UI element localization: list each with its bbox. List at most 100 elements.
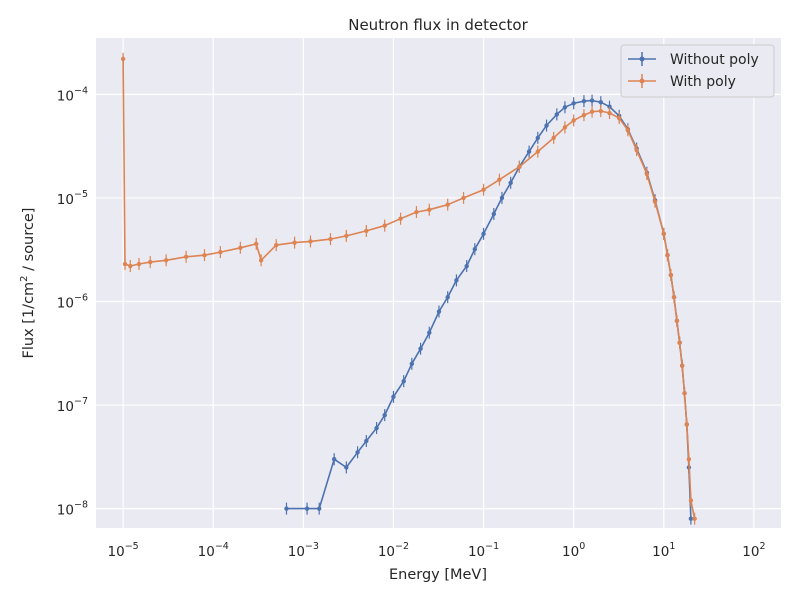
data-point-with-poly bbox=[535, 149, 541, 154]
data-point-without-poly bbox=[436, 309, 442, 314]
x-tick-labels: 10−5 10−4 10−3 10−2 10−1 100 101 102 bbox=[108, 541, 766, 560]
legend-marker-without-poly bbox=[639, 56, 645, 62]
data-point-with-poly bbox=[562, 125, 568, 130]
data-point-without-poly bbox=[598, 99, 603, 105]
data-point-with-poly bbox=[382, 223, 387, 228]
data-point-with-poly bbox=[688, 498, 694, 503]
data-point-with-poly bbox=[427, 207, 432, 212]
data-point-without-poly bbox=[464, 263, 469, 269]
x-tick-label: 100 bbox=[562, 541, 585, 560]
legend-box bbox=[620, 44, 775, 98]
y-axis-label-rest: / source] bbox=[21, 208, 37, 276]
y-tick-label: 10−6 bbox=[57, 292, 88, 311]
data-point-without-poly bbox=[382, 412, 387, 418]
y-tick-label: 10−5 bbox=[57, 189, 88, 208]
data-point-without-poly bbox=[526, 149, 532, 154]
chart-title: Neutron flux in detector bbox=[348, 16, 528, 34]
data-point-without-poly bbox=[355, 450, 360, 455]
y-axis-label-superscript: 2 bbox=[19, 275, 30, 281]
data-point-with-poly bbox=[671, 294, 677, 300]
data-point-without-poly bbox=[688, 516, 694, 521]
y-tick-label: 10−8 bbox=[57, 500, 88, 519]
y-axis-label: Flux [1/cm2 / source] bbox=[19, 208, 37, 359]
data-point-with-poly bbox=[148, 259, 153, 265]
data-point-with-poly bbox=[571, 118, 576, 123]
data-point-with-poly bbox=[183, 254, 189, 260]
legend-marker-with-poly bbox=[639, 78, 645, 84]
data-point-with-poly bbox=[461, 195, 466, 201]
y-tick-label: 10−4 bbox=[57, 85, 88, 104]
data-point-without-poly bbox=[571, 101, 576, 106]
data-point-with-poly bbox=[607, 110, 612, 116]
data-point-without-poly bbox=[391, 394, 396, 400]
data-point-without-poly bbox=[364, 438, 369, 444]
y-tick-labels: 10−8 10−7 10−6 10−5 10−4 bbox=[57, 85, 88, 518]
data-point-with-poly bbox=[692, 516, 697, 521]
data-point-with-poly bbox=[634, 147, 639, 153]
data-point-with-poly bbox=[481, 187, 486, 192]
data-point-without-poly bbox=[418, 346, 423, 351]
data-point-with-poly bbox=[274, 242, 279, 248]
data-point-with-poly bbox=[202, 252, 207, 258]
x-tick-label: 102 bbox=[742, 541, 765, 560]
data-point-with-poly bbox=[120, 56, 126, 62]
data-point-with-poly bbox=[122, 261, 128, 267]
data-point-with-poly bbox=[344, 233, 349, 239]
y-axis-label-main: Flux [1/cm bbox=[21, 282, 37, 359]
x-axis-label: Energy [MeV] bbox=[389, 567, 487, 583]
x-tick-label: 10−1 bbox=[468, 541, 499, 560]
data-point-without-poly bbox=[284, 506, 289, 511]
data-point-without-poly bbox=[554, 112, 560, 117]
data-point-with-poly bbox=[677, 340, 682, 345]
data-point-with-poly bbox=[497, 177, 502, 182]
data-point-with-poly bbox=[661, 231, 666, 237]
y-tick-label: 10−7 bbox=[57, 396, 88, 415]
legend: Without poly With poly bbox=[620, 44, 775, 98]
data-point-without-poly bbox=[472, 246, 478, 252]
data-point-with-poly bbox=[684, 422, 689, 427]
data-point-without-poly bbox=[589, 98, 595, 103]
data-point-with-poly bbox=[414, 209, 419, 215]
data-point-with-poly bbox=[551, 135, 556, 141]
x-tick-label: 10−4 bbox=[198, 541, 229, 560]
data-point-with-poly bbox=[308, 239, 313, 244]
data-point-without-poly bbox=[401, 378, 406, 384]
data-point-with-poly bbox=[445, 202, 450, 207]
data-point-with-poly bbox=[254, 241, 259, 247]
data-point-without-poly bbox=[331, 457, 337, 462]
data-point-with-poly bbox=[364, 228, 369, 234]
data-point-with-poly bbox=[668, 272, 674, 278]
data-point-with-poly bbox=[398, 216, 403, 221]
data-point-without-poly bbox=[535, 135, 541, 141]
data-point-without-poly bbox=[499, 195, 505, 201]
data-point-with-poly bbox=[625, 128, 631, 133]
x-tick-label: 10−5 bbox=[108, 541, 139, 560]
data-point-with-poly bbox=[163, 258, 169, 263]
data-point-without-poly bbox=[445, 294, 450, 300]
data-point-with-poly bbox=[652, 199, 658, 204]
data-point-without-poly bbox=[304, 506, 310, 511]
legend-label-without-poly: Without poly bbox=[670, 52, 759, 68]
data-point-without-poly bbox=[581, 98, 587, 104]
series-line-with-poly bbox=[122, 58, 696, 519]
data-point-with-poly bbox=[644, 171, 650, 177]
data-point-with-poly bbox=[218, 249, 223, 255]
legend-entry-without-poly: Without poly bbox=[628, 52, 759, 68]
data-point-with-poly bbox=[682, 391, 687, 396]
legend-label-with-poly: With poly bbox=[670, 74, 736, 90]
data-point-with-poly bbox=[679, 363, 685, 368]
data-point-without-poly bbox=[344, 465, 349, 470]
data-point-with-poly bbox=[686, 457, 692, 462]
data-point-without-poly bbox=[607, 104, 612, 109]
series-layer bbox=[120, 52, 697, 525]
data-point-without-poly bbox=[409, 361, 415, 367]
data-point-with-poly bbox=[328, 236, 333, 242]
data-point-with-poly bbox=[589, 109, 595, 114]
data-point-with-poly bbox=[598, 108, 603, 114]
data-point-without-poly bbox=[374, 425, 379, 431]
data-point-without-poly bbox=[491, 211, 497, 217]
legend-entry-with-poly: With poly bbox=[628, 74, 736, 90]
data-point-without-poly bbox=[317, 506, 322, 511]
data-point-with-poly bbox=[136, 261, 142, 267]
